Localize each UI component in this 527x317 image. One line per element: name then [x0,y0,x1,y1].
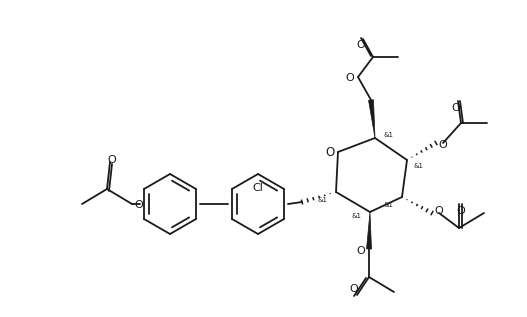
Text: &1: &1 [414,163,424,169]
Text: O: O [325,146,335,159]
Text: &1: &1 [383,132,393,138]
Text: O: O [456,206,465,216]
Text: O: O [357,40,365,50]
Text: Cl: Cl [252,183,264,193]
Text: O: O [346,73,354,83]
Text: O: O [435,206,443,216]
Polygon shape [368,100,375,138]
Text: O: O [108,155,116,165]
Text: &1: &1 [317,197,327,203]
Text: O: O [357,246,365,256]
Text: O: O [438,140,447,150]
Polygon shape [366,212,372,249]
Text: O: O [134,200,143,210]
Text: O: O [452,103,461,113]
Text: &1: &1 [351,213,361,219]
Text: O: O [349,284,358,294]
Text: &1: &1 [383,202,393,208]
